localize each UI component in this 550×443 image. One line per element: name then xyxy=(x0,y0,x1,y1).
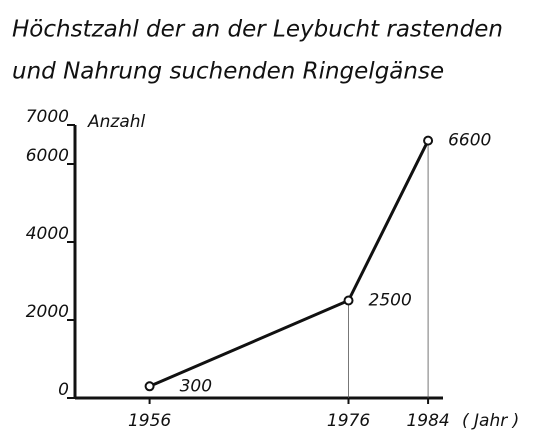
x-tick-label: 1976 xyxy=(327,411,370,431)
data-point xyxy=(144,381,155,392)
y-tick-label: 4000 xyxy=(26,224,69,244)
data-label: 2500 xyxy=(369,291,412,311)
x-tick-label: 1956 xyxy=(128,411,171,431)
y-tick-label: 7000 xyxy=(26,107,69,127)
data-line xyxy=(149,139,430,388)
chart-subtitle: und Nahrung suchenden Ringelgänse xyxy=(12,59,444,85)
x-tick-label: 1984 xyxy=(406,411,449,431)
y-tick-label: 0 xyxy=(58,380,69,400)
data-label: 300 xyxy=(180,376,212,396)
data-label: 6600 xyxy=(448,131,491,151)
data-point xyxy=(423,135,434,146)
data-point xyxy=(343,295,354,306)
chart-title: Höchstzahl der an der Leybucht rastenden xyxy=(12,17,503,43)
y-tick-label: 6000 xyxy=(26,146,69,166)
x-axis-label: ( Jahr ) xyxy=(462,411,519,431)
y-axis-label: Anzahl xyxy=(87,112,146,132)
y-tick-label: 2000 xyxy=(26,302,69,322)
